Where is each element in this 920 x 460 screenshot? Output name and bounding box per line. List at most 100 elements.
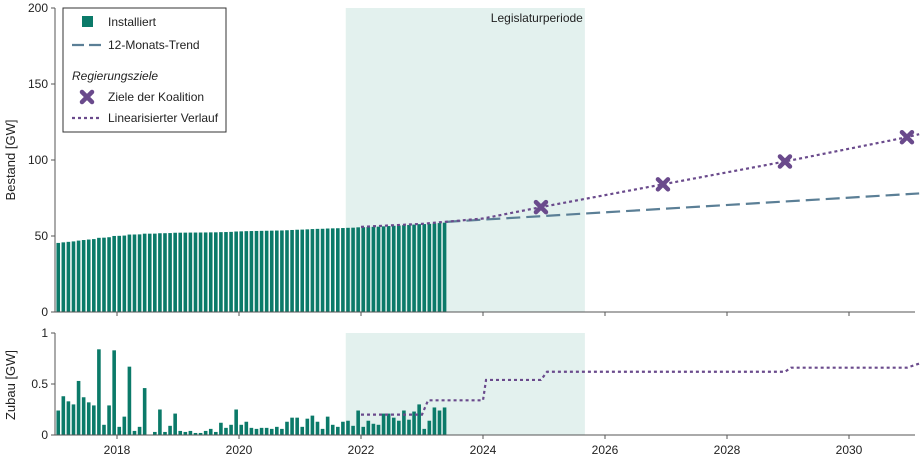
- zubau-bar: [122, 416, 127, 435]
- zubau-bar: [361, 426, 366, 435]
- zubau-bar: [427, 420, 432, 435]
- legend-installed: Installiert: [108, 15, 157, 29]
- bestand-bar: [147, 233, 152, 312]
- top-panel: Legislaturperiode 0 50 100 150 200 Bestand [GW…: [3, 1, 920, 319]
- bestand-bar: [325, 228, 330, 312]
- bestand-bar: [239, 231, 244, 312]
- shade-label: Legislaturperiode: [491, 11, 583, 25]
- zubau-bar: [346, 420, 350, 435]
- zubau-bar: [158, 409, 162, 435]
- bestand-bar: [92, 239, 96, 312]
- target-marker: [777, 154, 793, 169]
- bestand-bar: [107, 237, 111, 312]
- zubau-bar: [330, 424, 335, 435]
- bestand-bar: [142, 233, 147, 312]
- bestand-bar: [193, 232, 198, 312]
- y-tick-label: 150: [28, 77, 48, 91]
- zubau-bar: [391, 417, 396, 435]
- zubau-bar: [183, 431, 188, 435]
- zubau-bar: [325, 416, 330, 435]
- target-marker: [533, 199, 549, 215]
- zubau-bar: [107, 405, 111, 435]
- x-tick-label: 2028: [714, 443, 741, 457]
- legislature-shade-bottom: [345, 333, 585, 435]
- x-tick-label: 2026: [592, 443, 619, 457]
- zubau-bar: [168, 425, 172, 435]
- zubau-bar: [203, 430, 208, 435]
- legend: Installiert 12-Monats-Trend Regierungsziel…: [62, 7, 227, 133]
- bestand-bar: [178, 232, 183, 312]
- legend-box: [62, 7, 227, 133]
- zubau-bar: [188, 430, 193, 435]
- zubau-bar: [76, 380, 81, 435]
- zubau-bar: [341, 421, 345, 435]
- zubau-bar: [92, 405, 96, 435]
- bestand-bar: [97, 237, 101, 312]
- bestand-bar: [163, 233, 167, 312]
- bestand-bar: [285, 230, 289, 312]
- y-tick-label: 200: [28, 1, 48, 15]
- y-tick-label: 1: [41, 326, 48, 340]
- target-swatch: [79, 89, 95, 105]
- bestand-bar: [234, 231, 238, 312]
- bestand-bar: [300, 229, 305, 312]
- bestand-bar: [341, 228, 345, 312]
- zubau-bar: [351, 425, 355, 435]
- zubau-bar: [249, 427, 254, 435]
- target-marker: [899, 129, 915, 145]
- bestand-bar: [422, 224, 427, 312]
- zubau-bar: [300, 426, 305, 435]
- zubau-bar: [178, 430, 183, 435]
- zubau-bar: [81, 397, 86, 435]
- zubau-bar: [371, 423, 376, 435]
- zubau-bar: [290, 417, 294, 435]
- zubau-bar: [407, 419, 411, 435]
- zubau-bar: [132, 430, 137, 435]
- y-tick-label: 0: [41, 305, 48, 319]
- zubau-bar: [437, 410, 442, 435]
- zubau-bar: [214, 431, 218, 435]
- zubau-bar: [376, 424, 381, 435]
- y-axis-title-bottom: Zubau [GW]: [3, 350, 18, 420]
- zubau-bar: [244, 421, 249, 435]
- bestand-bar: [376, 226, 381, 312]
- zubau-bar: [56, 410, 61, 435]
- bestand-bar: [432, 223, 437, 312]
- bestand-bar: [127, 234, 132, 312]
- x-tick-label: 2020: [226, 443, 253, 457]
- bestand-bar: [173, 232, 177, 312]
- bestand-bar: [407, 224, 411, 312]
- target-marker: [655, 177, 671, 192]
- linear-steps-line: [361, 362, 920, 416]
- bestand-bar: [244, 231, 249, 312]
- bestand-bar: [208, 232, 213, 312]
- bestand-bar: [122, 235, 127, 312]
- zubau-bar: [153, 431, 157, 435]
- bestand-bar: [391, 225, 396, 312]
- bestand-bar: [351, 227, 355, 312]
- zubau-bar: [239, 424, 244, 435]
- x-tick-label: 2018: [104, 443, 131, 457]
- bestand-bar: [356, 227, 360, 312]
- bestand-bar: [366, 226, 371, 312]
- bestand-bar: [102, 237, 106, 312]
- bestand-bar: [158, 233, 162, 312]
- bestand-bar: [320, 228, 325, 312]
- bestand-bar: [249, 231, 254, 312]
- zubau-bar: [254, 428, 259, 435]
- zubau-bar: [264, 427, 269, 435]
- bestand-bar: [137, 234, 142, 312]
- zubau-bar: [66, 401, 71, 435]
- bestand-bar: [198, 232, 203, 312]
- zubau-bar: [432, 407, 437, 435]
- x-tick-label: 2024: [470, 443, 497, 457]
- bestand-bar: [66, 241, 71, 312]
- bestand-bar: [183, 232, 188, 312]
- bestand-bar: [112, 235, 116, 312]
- bestand-bar: [275, 230, 279, 312]
- zubau-bar: [442, 407, 447, 435]
- bestand-bar: [330, 228, 335, 312]
- bestand-bar: [259, 230, 264, 312]
- zubau-bar: [102, 424, 106, 435]
